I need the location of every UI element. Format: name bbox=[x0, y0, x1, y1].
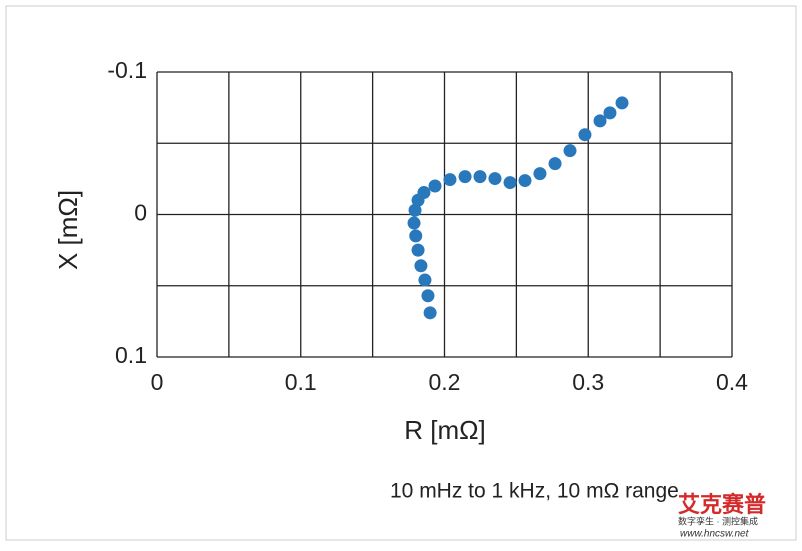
point bbox=[533, 167, 547, 181]
point bbox=[503, 176, 517, 190]
point bbox=[603, 106, 617, 120]
point bbox=[414, 259, 428, 273]
point bbox=[443, 173, 457, 187]
watermark-url: www.hncsw.net bbox=[680, 529, 750, 540]
point bbox=[407, 216, 421, 230]
point bbox=[548, 157, 562, 171]
point bbox=[408, 203, 422, 217]
x-axis-label: R [mΩ] bbox=[404, 415, 486, 445]
point bbox=[421, 289, 435, 303]
point bbox=[563, 144, 577, 158]
point bbox=[518, 174, 532, 188]
frame bbox=[5, 5, 797, 541]
point bbox=[411, 243, 425, 257]
point bbox=[418, 273, 432, 287]
point bbox=[428, 179, 442, 193]
y-axis-label: X [mΩ] bbox=[53, 190, 83, 270]
point bbox=[578, 128, 592, 142]
x-tick-label: 0.2 bbox=[429, 369, 461, 395]
point bbox=[409, 229, 423, 243]
watermark-tagline: 数字孪生 · 测控集成 bbox=[678, 515, 758, 526]
y-tick-label: 0.1 bbox=[115, 342, 147, 368]
annotation: 10 mHz to 1 kHz, 10 mΩ range bbox=[390, 480, 679, 503]
point bbox=[458, 170, 472, 184]
point bbox=[423, 306, 437, 320]
y-tick-label: 0 bbox=[134, 200, 147, 226]
watermark-brand: 艾克赛普 bbox=[678, 492, 766, 517]
point bbox=[615, 96, 629, 110]
watermark: 艾克赛普 数字孪生 · 测控集成 www.hncsw.net bbox=[678, 492, 766, 540]
y-tick-label: -0.1 bbox=[107, 57, 147, 83]
point bbox=[488, 172, 502, 186]
point bbox=[473, 170, 487, 184]
x-tick-label: 0.4 bbox=[716, 369, 748, 395]
x-tick-label: 0.1 bbox=[285, 369, 317, 395]
x-tick-label: 0.3 bbox=[572, 369, 604, 395]
x-tick-label: 0 bbox=[151, 369, 164, 395]
point bbox=[593, 114, 607, 128]
point bbox=[417, 186, 431, 200]
